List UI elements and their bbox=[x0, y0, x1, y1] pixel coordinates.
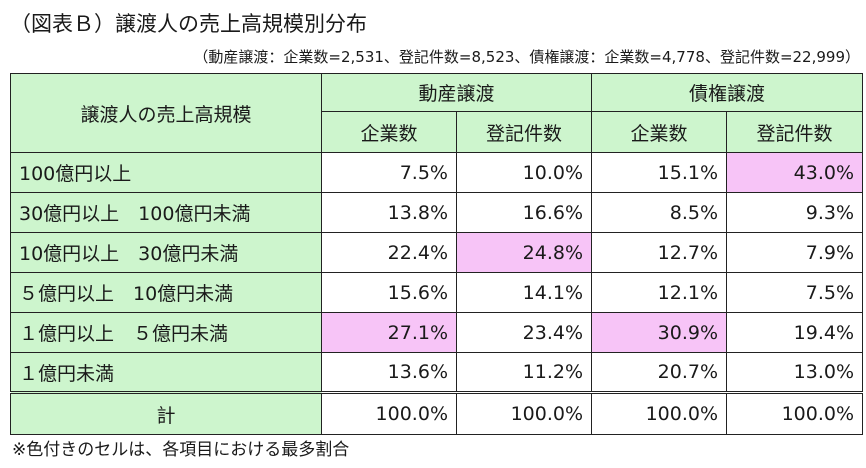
value-cell: 15.1% bbox=[591, 152, 728, 193]
table-row: １億円以上 ５億円未満 27.1% 23.4% 30.9% 19.4% bbox=[10, 312, 864, 353]
column-header: 企業数 bbox=[591, 111, 728, 153]
table-row: 30億円以上 100億円未満 13.8% 16.6% 8.5% 9.3% bbox=[10, 192, 864, 233]
row-label: １億円以上 ５億円未満 bbox=[10, 312, 322, 353]
value-cell: 7.5% bbox=[321, 152, 457, 193]
table-row: 100億円以上 7.5% 10.0% 15.1% 43.0% bbox=[10, 152, 864, 193]
value-cell: 7.9% bbox=[726, 232, 864, 273]
row-label: 10億円以上 30億円未満 bbox=[10, 232, 322, 273]
row-label: ５億円以上 10億円未満 bbox=[10, 272, 322, 313]
distribution-table: 譲渡人の売上高規模 動産譲渡 債権譲渡 企業数 登記件数 企業数 登記件数 10… bbox=[10, 73, 864, 435]
value-cell: 13.6% bbox=[321, 352, 457, 393]
value-cell: 11.2% bbox=[455, 352, 593, 393]
total-value-cell: 100.0% bbox=[726, 391, 864, 435]
table-row: 10億円以上 30億円未満 22.4% 24.8% 12.7% 7.9% bbox=[10, 232, 864, 273]
value-cell: 12.7% bbox=[591, 232, 728, 273]
total-value-cell: 100.0% bbox=[321, 391, 457, 435]
value-cell: 16.6% bbox=[455, 192, 593, 233]
column-header: 企業数 bbox=[321, 111, 457, 153]
value-cell: 13.8% bbox=[321, 192, 457, 233]
total-row: 計 100.0% 100.0% 100.0% 100.0% bbox=[10, 391, 864, 435]
value-cell: 15.6% bbox=[321, 272, 457, 313]
row-label: 30億円以上 100億円未満 bbox=[10, 192, 322, 233]
value-cell: 13.0% bbox=[726, 352, 864, 393]
value-cell: 20.7% bbox=[591, 352, 728, 393]
value-cell: 10.0% bbox=[455, 152, 593, 193]
group-header-receivables: 債権譲渡 bbox=[591, 73, 864, 112]
group-header-movables: 動産譲渡 bbox=[320, 73, 593, 112]
row-header-cell: 譲渡人の売上高規模 bbox=[10, 73, 322, 153]
row-label: 100億円以上 bbox=[10, 152, 322, 193]
value-cell: 12.1% bbox=[591, 272, 728, 313]
value-cell: 8.5% bbox=[591, 192, 728, 233]
value-cell: 23.4% bbox=[455, 312, 593, 353]
chart-title: （図表Ｂ）譲渡人の売上高規模別分布 bbox=[10, 12, 367, 36]
total-value-cell: 100.0% bbox=[455, 391, 593, 435]
value-cell: 14.1% bbox=[455, 272, 593, 313]
value-cell: 9.3% bbox=[726, 192, 864, 233]
row-label: １億円未満 bbox=[10, 352, 322, 393]
value-cell: 19.4% bbox=[726, 312, 864, 353]
footnote: ※色付きのセルは、各項目における最多割合 bbox=[12, 440, 350, 460]
highlighted-value-cell: 43.0% bbox=[726, 152, 864, 193]
column-header: 登記件数 bbox=[726, 111, 864, 153]
table-row: ５億円以上 10億円未満 15.6% 14.1% 12.1% 7.5% bbox=[10, 272, 864, 313]
value-cell: 7.5% bbox=[726, 272, 864, 313]
chart-subtitle: （動産譲渡：企業数=2,531、登記件数=8,523、債権譲渡：企業数=4,77… bbox=[193, 48, 860, 66]
total-value-cell: 100.0% bbox=[591, 391, 728, 435]
table-body: 100億円以上 7.5% 10.0% 15.1% 43.0% 30億円以上 100億円未満… bbox=[10, 152, 864, 435]
highlighted-value-cell: 24.8% bbox=[455, 232, 593, 273]
highlighted-value-cell: 30.9% bbox=[591, 312, 728, 353]
total-label: 計 bbox=[10, 391, 322, 435]
table-row: １億円未満 13.6% 11.2% 20.7% 13.0% bbox=[10, 352, 864, 393]
highlighted-value-cell: 27.1% bbox=[321, 312, 457, 353]
value-cell: 22.4% bbox=[321, 232, 457, 273]
column-header: 登記件数 bbox=[455, 111, 593, 153]
